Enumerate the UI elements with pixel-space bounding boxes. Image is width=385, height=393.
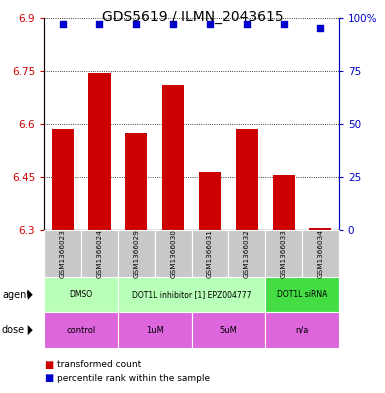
Text: DMSO: DMSO: [70, 290, 93, 299]
Point: [60, 21, 66, 27]
Point: [244, 21, 250, 27]
Text: control: control: [67, 326, 96, 334]
Text: ■: ■: [44, 373, 54, 383]
Bar: [52, 129, 74, 230]
Text: 1uM: 1uM: [146, 326, 164, 334]
Bar: [273, 175, 295, 230]
Text: GSM1366030: GSM1366030: [170, 229, 176, 278]
Text: percentile rank within the sample: percentile rank within the sample: [57, 374, 210, 382]
Text: agent: agent: [2, 290, 30, 300]
Text: GSM1366034: GSM1366034: [317, 229, 323, 278]
Text: GDS5619 / ILMN_2043615: GDS5619 / ILMN_2043615: [102, 10, 283, 24]
Point: [207, 21, 213, 27]
Text: GSM1366033: GSM1366033: [281, 229, 286, 278]
Bar: [310, 228, 331, 230]
Point: [281, 21, 287, 27]
Bar: [236, 129, 258, 230]
Bar: [162, 85, 184, 230]
Point: [96, 21, 102, 27]
Text: DOT1L inhibitor [1] EPZ004777: DOT1L inhibitor [1] EPZ004777: [132, 290, 251, 299]
Text: dose: dose: [2, 325, 25, 335]
Bar: [125, 133, 147, 230]
Bar: [89, 73, 110, 230]
Text: DOT1L siRNA: DOT1L siRNA: [277, 290, 327, 299]
Text: GSM1366023: GSM1366023: [60, 229, 66, 278]
Text: GSM1366029: GSM1366029: [133, 229, 139, 278]
Bar: [199, 172, 221, 230]
Text: GSM1366024: GSM1366024: [97, 229, 102, 278]
Text: n/a: n/a: [295, 326, 309, 334]
Point: [133, 21, 139, 27]
Point: [317, 25, 323, 31]
Point: [170, 21, 176, 27]
Text: GSM1366031: GSM1366031: [207, 229, 213, 278]
Text: ■: ■: [44, 360, 54, 370]
Text: transformed count: transformed count: [57, 360, 141, 369]
Text: 5uM: 5uM: [219, 326, 237, 334]
Text: GSM1366032: GSM1366032: [244, 229, 250, 278]
